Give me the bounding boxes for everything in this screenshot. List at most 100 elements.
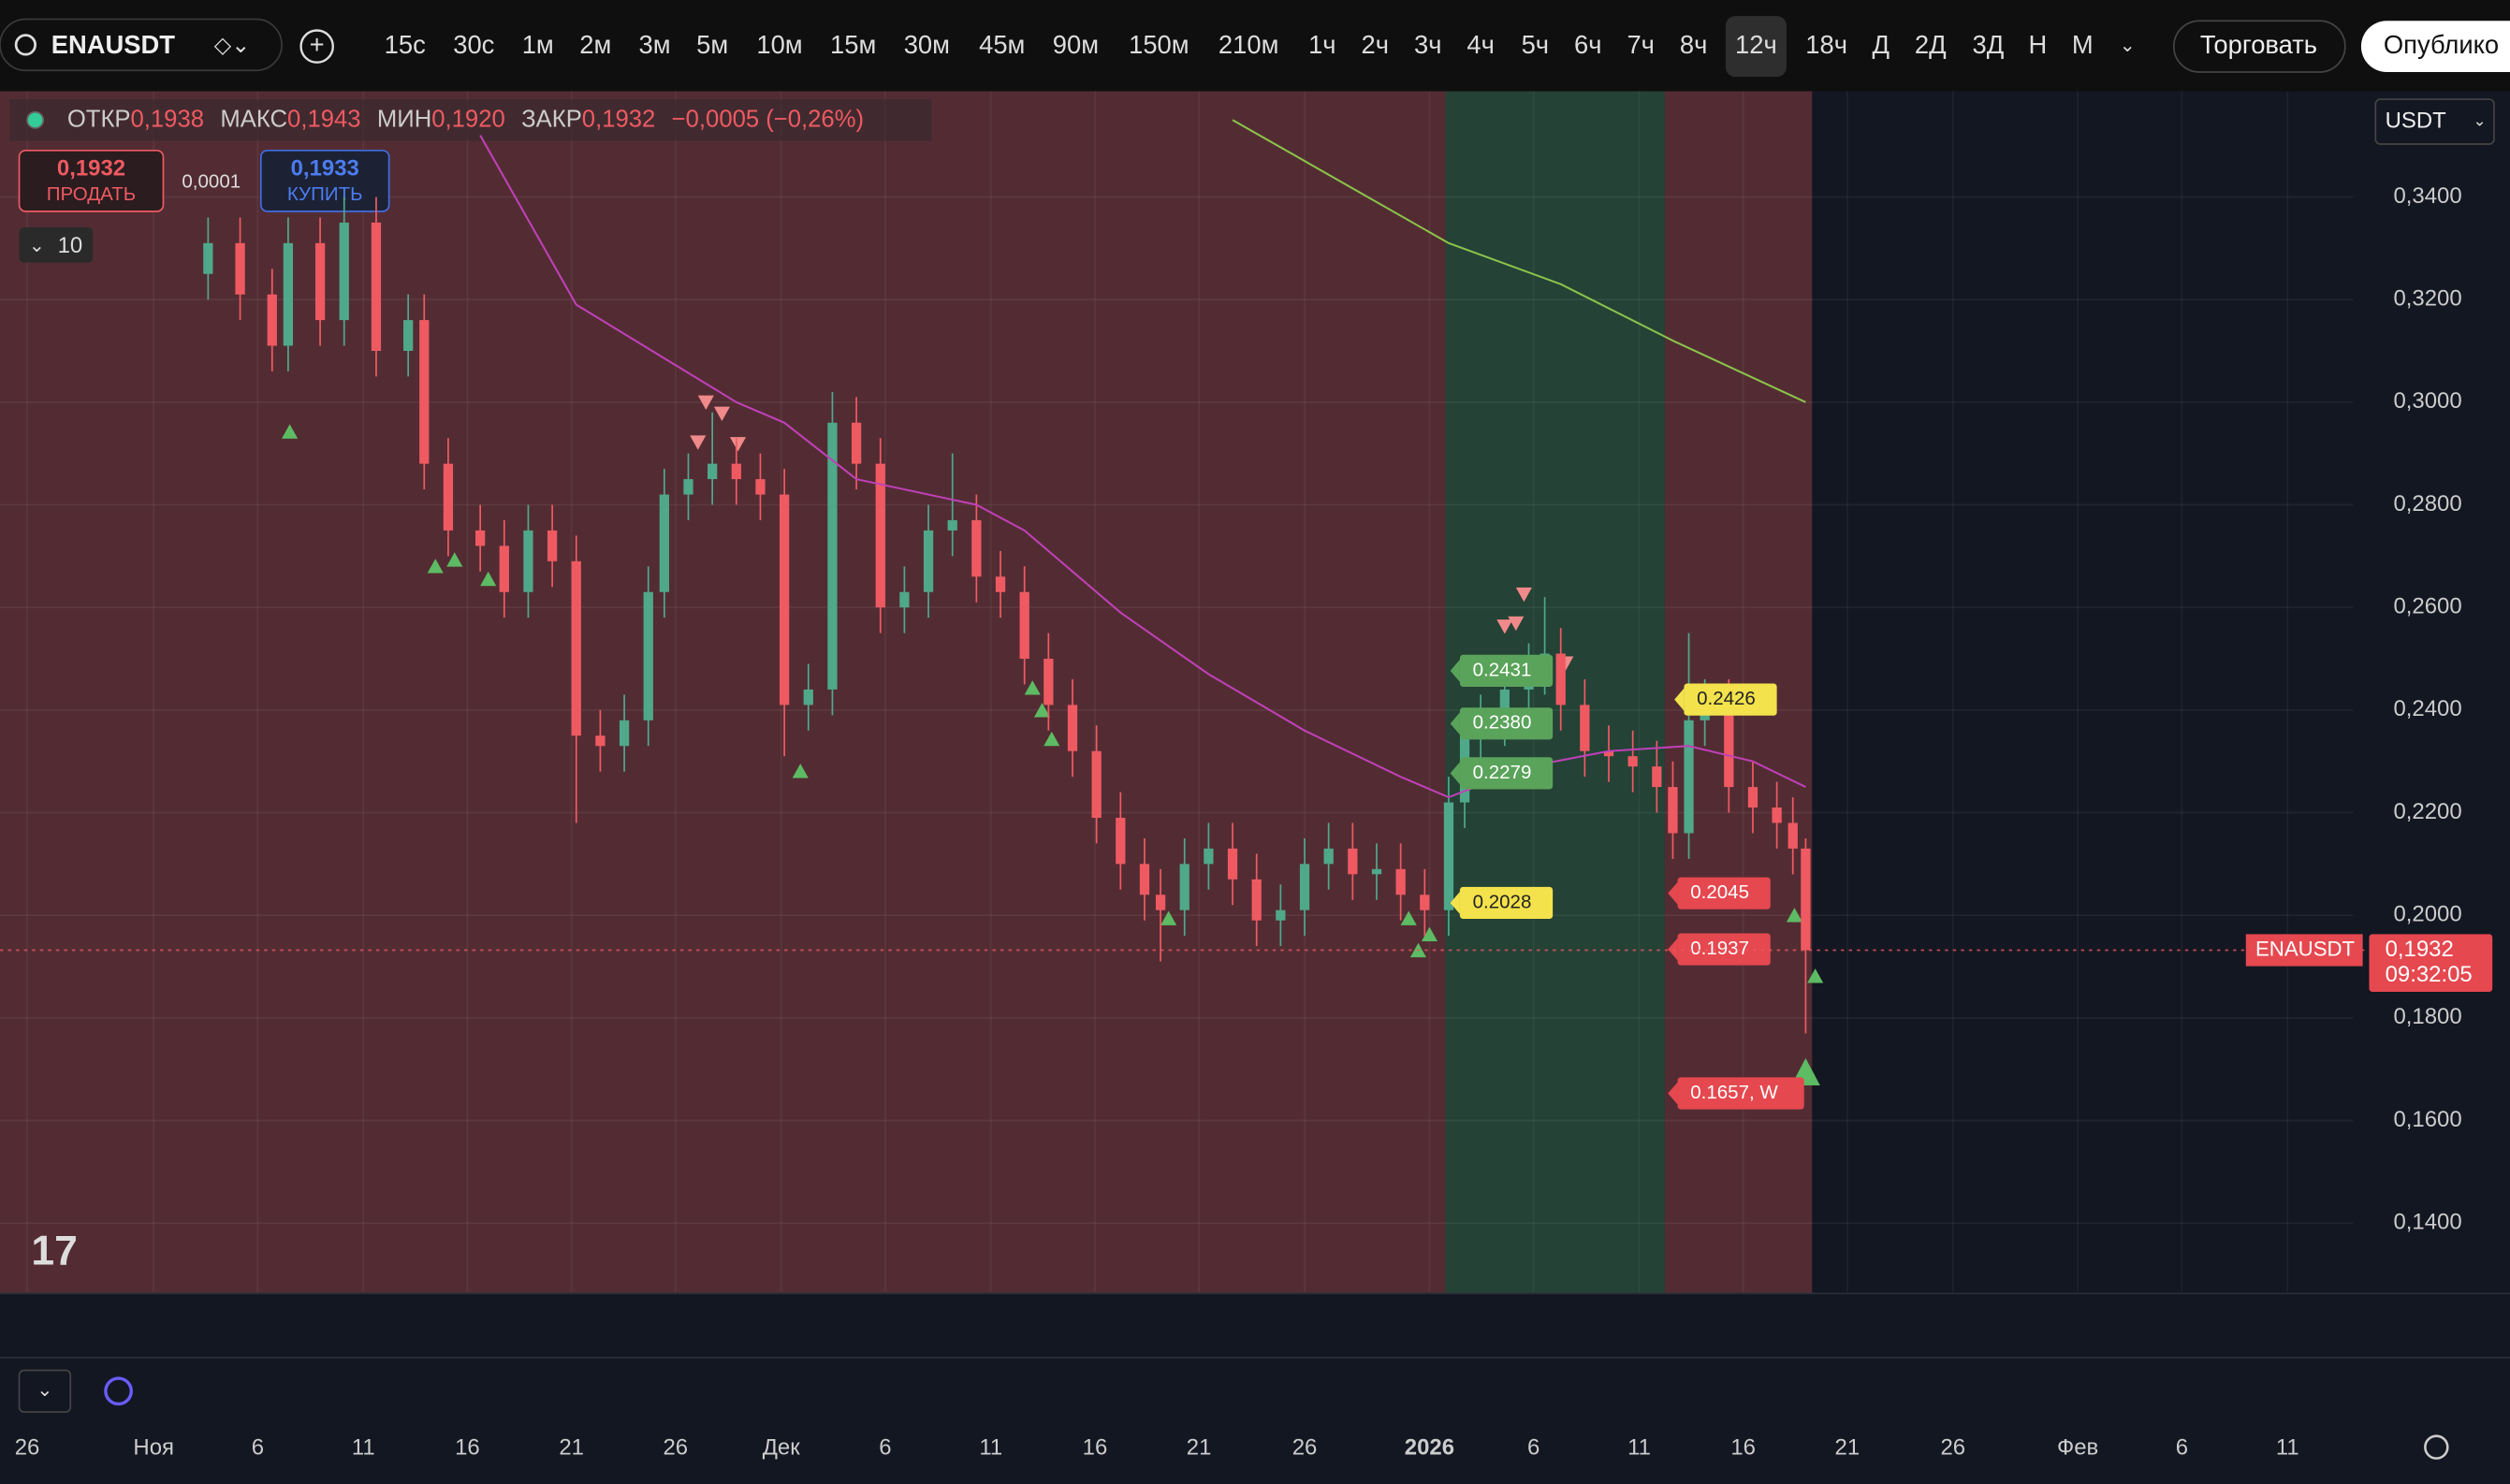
tag-pointer (1668, 881, 1678, 905)
candle-body (1348, 848, 1358, 875)
interval[interactable]: 15м (830, 30, 876, 59)
triangle-down (697, 395, 714, 410)
interval[interactable]: 3ч (1414, 30, 1441, 59)
more-intervals[interactable]: ⌄ (2120, 35, 2136, 56)
legend-bg (9, 99, 932, 141)
candle-body (523, 530, 533, 592)
y-tick-label: 0,1600 (2393, 1107, 2461, 1132)
sell-button[interactable] (18, 149, 165, 212)
candle-body (1019, 591, 1029, 660)
interval[interactable]: 2Д (1915, 30, 1947, 59)
triangle-up (1421, 926, 1437, 942)
high: 0,1943 (287, 106, 360, 132)
y-tick-label: 0,3200 (2393, 285, 2461, 311)
interval[interactable]: 2ч (1362, 30, 1389, 59)
trade-label: Торговать (2200, 30, 2317, 59)
candle-body (419, 320, 430, 464)
interval[interactable]: 5ч (1522, 30, 1549, 59)
interval[interactable]: 45м (979, 30, 1025, 59)
trade-button[interactable] (2172, 20, 2346, 73)
candle-body (403, 320, 414, 351)
tag (1459, 654, 1554, 687)
symbol-search[interactable] (0, 18, 283, 72)
tag-label: 0.2279 (1473, 762, 1532, 783)
publish-button[interactable] (2360, 21, 2510, 72)
ma-line (479, 135, 1806, 799)
candle-body (267, 294, 277, 346)
sync-icon[interactable] (104, 1376, 133, 1406)
interval[interactable]: 4ч (1467, 30, 1494, 59)
x-tick-label: 26 (1292, 1435, 1318, 1461)
publish-label: Опублико (2384, 30, 2499, 59)
x-tick-label: 11 (352, 1435, 375, 1461)
settings-icon[interactable] (2424, 1434, 2449, 1460)
interval[interactable]: 8ч (1680, 30, 1707, 59)
buy-price: 0,1933 (291, 156, 359, 182)
x-tick-label: 21 (1835, 1435, 1861, 1461)
candle-body (1684, 720, 1694, 834)
interval[interactable]: 12ч (1735, 30, 1777, 59)
x-tick-label: 11 (979, 1435, 1002, 1461)
candle-body (1443, 802, 1454, 910)
candle-body (1251, 879, 1262, 921)
triangle-up (1033, 703, 1051, 718)
interval[interactable]: 30с (453, 30, 494, 59)
interval[interactable]: 90м (1053, 30, 1099, 59)
candle-body (1420, 895, 1430, 910)
x-tick-label: 16 (455, 1435, 480, 1461)
candle-body (1139, 864, 1150, 895)
change: −0,0005 (−0,26%) (672, 106, 864, 132)
currency: USDT (2386, 108, 2447, 133)
y-tick-label: 0,2200 (2393, 799, 2461, 824)
interval[interactable]: 15с (385, 30, 426, 59)
countdown: 09:32:05 (2386, 962, 2473, 987)
sell-signals (690, 395, 1574, 671)
interval[interactable]: 1м (522, 30, 554, 59)
candle-body (1627, 756, 1638, 767)
interval[interactable]: 3Д (1973, 30, 2005, 59)
search-icon (14, 34, 36, 56)
interval[interactable]: Д (1873, 30, 1890, 59)
currency-select[interactable] (2374, 98, 2495, 145)
interval[interactable]: М (2072, 30, 2094, 59)
interval[interactable]: 6ч (1574, 30, 1601, 59)
interval[interactable]: 210м (1219, 30, 1278, 59)
triangle-up (282, 424, 299, 439)
candle-body (1724, 705, 1734, 788)
interval[interactable]: 2м (579, 30, 611, 59)
chevron: ⌄ (29, 235, 45, 256)
tag (1677, 1077, 1804, 1110)
candle-body (708, 463, 718, 480)
triangle-up (1160, 910, 1177, 925)
interval[interactable]: 18ч (1805, 30, 1847, 59)
triangle-up (1807, 968, 1824, 983)
interval[interactable]: 5м (696, 30, 728, 59)
tag-label: 0.1657, W (1690, 1082, 1778, 1103)
y-tick-label: 0,3000 (2393, 388, 2461, 414)
add-button[interactable] (299, 29, 334, 64)
low-label: МИН (377, 106, 431, 132)
symbol-tag (2245, 934, 2363, 967)
interval[interactable]: 30м (904, 30, 950, 59)
indicators-toggle[interactable] (19, 226, 94, 263)
interval[interactable]: 150м (1129, 30, 1189, 59)
interval[interactable]: 10м (756, 30, 802, 59)
high-label: МАКС (220, 106, 287, 132)
candle-body (971, 519, 982, 577)
candle-body (779, 494, 790, 706)
candle-body (1603, 750, 1614, 757)
interval[interactable]: 3м (639, 30, 671, 59)
triangle-up (1024, 680, 1041, 695)
candle-body (1555, 653, 1566, 706)
candle-body (1227, 848, 1238, 880)
buy-button[interactable] (259, 149, 390, 212)
diamond-icon[interactable]: ◇⌄ (214, 33, 250, 58)
interval[interactable]: Н (2029, 30, 2048, 59)
candle-body (595, 735, 606, 747)
interval[interactable]: 7ч (1627, 30, 1654, 59)
collapse-button[interactable] (18, 1369, 72, 1413)
interval[interactable]: 1ч (1308, 30, 1335, 59)
candle-body (827, 422, 838, 690)
y-tick-label: 0,2000 (2393, 902, 2461, 927)
